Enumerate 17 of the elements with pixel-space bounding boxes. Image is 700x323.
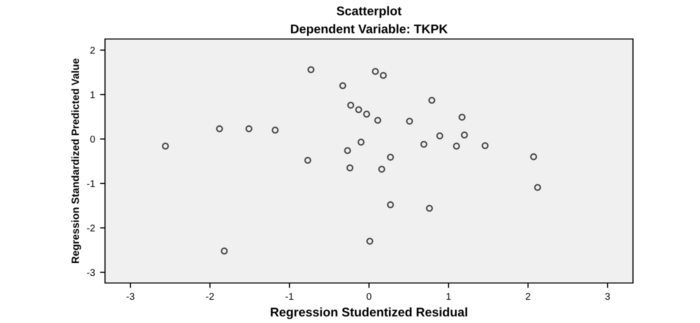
y-tick-label: -2: [87, 224, 95, 232]
x-tick-label: -2: [206, 292, 214, 300]
x-tick-label: -3: [126, 292, 134, 300]
y-tick-label: 1: [90, 91, 95, 98]
y-tick-label: -1: [87, 180, 95, 187]
x-tick-label: 3: [605, 292, 610, 300]
x-tick-label: 2: [526, 292, 530, 300]
y-axis-title: Regression Standardized Predicted Value: [71, 58, 82, 264]
y-tick-label: -3: [87, 269, 95, 276]
chart-subtitle: Dependent Variable: TKPK: [291, 24, 448, 36]
chart-title: Scatterplot: [336, 6, 402, 18]
x-tick-label: 0: [366, 292, 372, 300]
y-tick-label: 2: [90, 46, 95, 54]
x-tick-label: 1: [446, 293, 451, 300]
y-tick-label: 0: [90, 136, 95, 143]
x-axis-title: Regression Studentized Residual: [270, 307, 468, 320]
x-tick-label: -1: [286, 293, 294, 300]
